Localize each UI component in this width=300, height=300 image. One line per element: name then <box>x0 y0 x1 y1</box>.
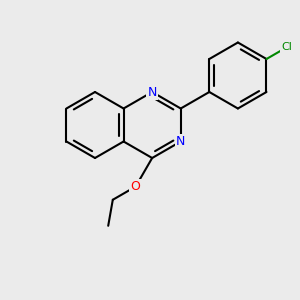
Text: O: O <box>131 180 141 193</box>
Text: Cl: Cl <box>281 42 292 52</box>
Text: N: N <box>148 85 157 98</box>
Text: N: N <box>176 135 185 148</box>
